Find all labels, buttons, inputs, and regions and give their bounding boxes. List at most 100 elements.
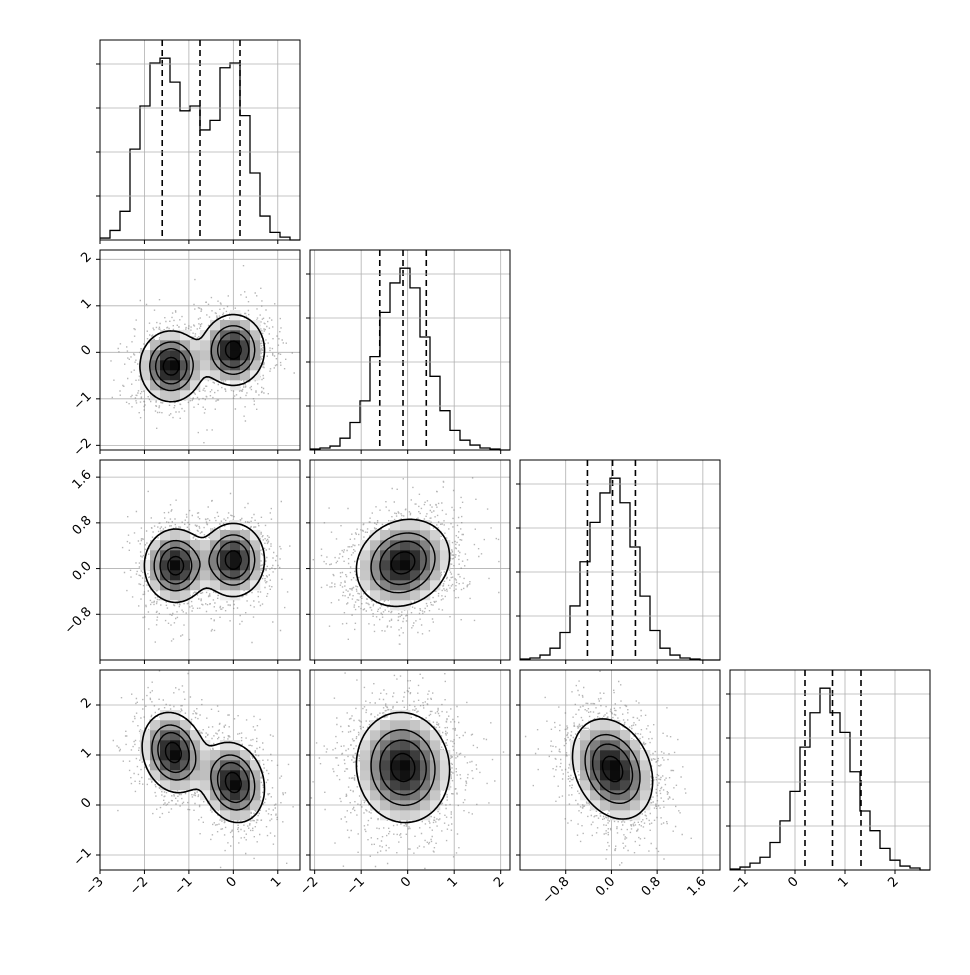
histogram-panel-0 bbox=[96, 39, 301, 244]
density-cell bbox=[250, 340, 261, 351]
density-cell bbox=[210, 360, 221, 371]
density-cell bbox=[250, 360, 261, 371]
density-cell bbox=[170, 380, 181, 391]
density-cell bbox=[200, 340, 211, 351]
x-tick-label: 1 bbox=[268, 874, 284, 890]
density-cell bbox=[590, 760, 601, 771]
density-cell bbox=[570, 760, 581, 771]
density-cell bbox=[230, 760, 241, 771]
density-cell bbox=[390, 560, 401, 571]
density-cell bbox=[150, 560, 161, 571]
axes-frame bbox=[99, 249, 301, 451]
density-cell bbox=[240, 360, 251, 371]
density-cell bbox=[210, 760, 221, 771]
contour-line bbox=[164, 741, 242, 794]
contour-line bbox=[379, 540, 427, 586]
x-tick-label: −1 bbox=[172, 874, 196, 898]
density-cell bbox=[430, 790, 441, 801]
density-cell bbox=[170, 330, 181, 341]
density-cell bbox=[430, 560, 441, 571]
density-cell bbox=[190, 380, 201, 391]
density-cell bbox=[190, 340, 201, 351]
density-cell bbox=[610, 760, 621, 771]
density-cell bbox=[620, 740, 631, 751]
density-cell bbox=[180, 390, 191, 401]
density-cell bbox=[430, 730, 441, 741]
density-cell bbox=[240, 530, 251, 541]
density-cell bbox=[360, 770, 371, 781]
density-cell bbox=[380, 760, 391, 771]
density-cell bbox=[400, 760, 411, 771]
density-cell bbox=[390, 520, 401, 531]
density-cell bbox=[140, 730, 151, 741]
density-cell bbox=[420, 720, 431, 731]
density-cell bbox=[170, 780, 181, 791]
density-cell bbox=[370, 750, 381, 761]
density-cell bbox=[380, 550, 391, 561]
density-panel-0-1: −2 −1 0 1 2 bbox=[71, 249, 301, 460]
density-cell bbox=[620, 810, 631, 821]
density-cell bbox=[620, 730, 631, 741]
density-cell bbox=[230, 740, 241, 751]
density-cell bbox=[590, 800, 601, 811]
density-cell bbox=[180, 750, 191, 761]
density-cell bbox=[180, 530, 191, 541]
density-cell bbox=[420, 740, 431, 751]
density-cell bbox=[140, 740, 151, 751]
density-cell bbox=[630, 750, 641, 761]
density-cell bbox=[370, 740, 381, 751]
density-cell bbox=[590, 750, 601, 761]
density-cell bbox=[380, 540, 391, 551]
density-cell bbox=[240, 550, 251, 561]
density-cell bbox=[180, 740, 191, 751]
density-cell bbox=[230, 540, 241, 551]
density-cell bbox=[380, 530, 391, 541]
density-cell bbox=[620, 770, 631, 781]
density-cell bbox=[420, 780, 431, 791]
density-cell bbox=[170, 770, 181, 781]
y-tick-label: 1 bbox=[78, 296, 94, 312]
density-cell bbox=[200, 790, 211, 801]
histogram-step bbox=[100, 57, 300, 241]
density-cell bbox=[200, 540, 211, 551]
density-cell bbox=[180, 550, 191, 561]
density-cell bbox=[150, 350, 161, 361]
density-cell bbox=[230, 550, 241, 561]
density-cell bbox=[370, 800, 381, 811]
contour-line bbox=[370, 729, 436, 806]
density-cell bbox=[210, 370, 221, 381]
density-cell bbox=[200, 770, 211, 781]
density-cell bbox=[240, 570, 251, 581]
density-cell bbox=[230, 780, 241, 791]
contour-line bbox=[151, 724, 256, 811]
density-cell bbox=[220, 760, 231, 771]
density-cell bbox=[240, 580, 251, 591]
density-cell bbox=[140, 350, 151, 361]
density-cell bbox=[410, 560, 421, 571]
density-cell bbox=[400, 710, 411, 721]
density-cell bbox=[380, 560, 391, 571]
density-cell bbox=[400, 520, 411, 531]
density-cell bbox=[590, 720, 601, 731]
density-cell bbox=[210, 320, 221, 331]
contour-line bbox=[167, 550, 242, 576]
density-cell bbox=[580, 770, 591, 781]
density-cell bbox=[440, 760, 451, 771]
density-cell bbox=[620, 800, 631, 811]
y-tick-label: 0.0 bbox=[70, 559, 95, 584]
density-cell bbox=[420, 580, 431, 591]
contour-line bbox=[370, 532, 436, 594]
density-cell bbox=[410, 770, 421, 781]
density-cell bbox=[380, 590, 391, 601]
axes-frame bbox=[99, 39, 301, 241]
contour-line bbox=[141, 711, 266, 824]
density-cell bbox=[220, 340, 231, 351]
contour-line bbox=[162, 340, 242, 376]
density-cell bbox=[210, 800, 221, 811]
x-tick-label: 1 bbox=[835, 874, 851, 890]
density-cell bbox=[390, 740, 401, 751]
density-cell bbox=[440, 550, 451, 561]
density-cell bbox=[180, 360, 191, 371]
density-cell bbox=[410, 750, 421, 761]
density-cell bbox=[150, 390, 161, 401]
